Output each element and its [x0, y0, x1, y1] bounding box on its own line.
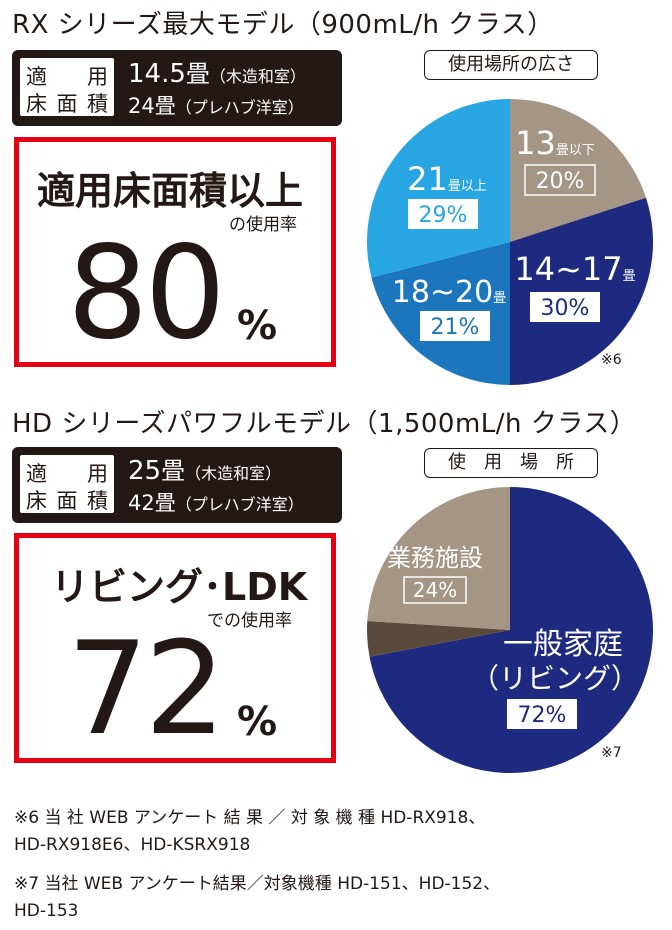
pie-value-label: 30%	[541, 296, 590, 321]
pie-value-label: 21%	[431, 315, 480, 340]
section2-title: HD シリーズパワフルモデル（1,500mL/h クラス）	[12, 409, 637, 439]
section1-highlight-box: 適用床面積以上 の使用率 80 %	[14, 137, 336, 367]
pie-value-label: 29%	[419, 203, 468, 228]
note6-line1: ※6 当 社 WEB アンケート 結 果 ／ 対 象 機 種 HD-RX918、	[14, 808, 486, 828]
section1-spec-box: 適 用 床面積 14.5畳（木造和室） 24畳（プレハブ洋室）	[12, 50, 342, 126]
pie-slice	[510, 197, 653, 385]
spec-line-1: 25畳（木造和室）	[128, 451, 281, 486]
pie-value-box	[420, 311, 490, 341]
spec-value1-note: （木造和室）	[185, 464, 282, 483]
pie-slice-label: 一般家庭	[503, 627, 623, 662]
section2-highlight-box: リビング･LDK での使用率 72 %	[14, 533, 336, 763]
pie-slice-label: 14~17畳	[514, 250, 635, 288]
pie-slice	[367, 621, 510, 657]
note7-line2: HD-153	[14, 901, 79, 921]
footnote-mark-7: ※7	[601, 745, 622, 761]
spec-value2-number: 42	[128, 491, 155, 515]
spec-value1-note: （木造和室）	[209, 67, 306, 86]
pie-value-label: 24%	[413, 578, 457, 602]
spec-value1-number: 14.5	[128, 59, 186, 89]
highlight-percentage: 72	[67, 615, 226, 764]
pie1-title: 使用場所の広さ	[424, 50, 598, 80]
spec-label-line2: 床面積	[26, 92, 108, 116]
highlight-subheading: での使用率	[207, 611, 292, 631]
pie-value-box	[408, 199, 478, 229]
spec-line-2: 42畳（プレハブ洋室）	[128, 487, 304, 517]
highlight-percentage: 80	[67, 219, 226, 368]
section2-spec-box: 適 用 床面積 25畳（木造和室） 42畳（プレハブ洋室）	[12, 447, 342, 523]
pie-chart-usage-location: 一般家庭（リビング） 72% 業務施設 24%	[367, 487, 653, 773]
footnote-mark-6: ※6	[601, 352, 622, 368]
pie-slice	[367, 487, 510, 630]
pie-value-box	[524, 164, 596, 196]
spec-line-1: 14.5畳（木造和室）	[128, 54, 306, 89]
spec-label-line2: 床面積	[26, 489, 108, 513]
spec-label: 適 用 床面積	[20, 455, 114, 513]
highlight-heading: 適用床面積以上	[37, 169, 304, 213]
pie-slice-label: 18~20畳	[392, 275, 507, 310]
pie-value-label: 72%	[518, 703, 567, 728]
spec-line-2: 24畳（プレハブ洋室）	[128, 90, 304, 120]
pie-slice-label: 13畳以下	[515, 124, 595, 162]
pie-slice	[369, 487, 653, 773]
spec-value2-note: （プレハブ洋室）	[175, 98, 304, 117]
pie-slice	[367, 99, 510, 278]
spec-label: 適 用 床面積	[20, 58, 114, 116]
pie-slice-label: （リビング）	[471, 662, 639, 695]
pie-chart-room-size: 13畳以下 20% 14~17畳 30% 18~20畳 21% 21畳以上 29%	[367, 99, 653, 385]
pie-value-box	[530, 292, 600, 322]
spec-label-line1: 適 用	[26, 65, 108, 89]
note7-line1: ※7 当社 WEB アンケート結果／対象機種 HD-151、HD-152、	[14, 874, 501, 894]
spec-value2-unit: 畳	[154, 491, 176, 515]
spec-value2-note: （プレハブ洋室）	[175, 495, 304, 514]
pie-value-box	[507, 699, 577, 729]
spec-value1-unit: 畳	[185, 60, 210, 88]
pie-value-label: 20%	[536, 169, 585, 194]
footnotes: ※6 当 社 WEB アンケート 結 果 ／ 対 象 機 種 HD-RX918、…	[14, 805, 664, 925]
spec-label-line1: 適 用	[26, 462, 108, 486]
spec-value2-unit: 畳	[154, 94, 176, 118]
highlight-heading: リビング･LDK	[51, 565, 308, 609]
pie-slice-label: 21畳以上	[407, 160, 487, 198]
percent-sign: %	[237, 303, 278, 349]
spec-value1-number: 25	[128, 456, 162, 486]
section1-title: RX シリーズ最大モデル（900mL/h クラス）	[12, 10, 554, 40]
pie2-title: 使 用 場 所	[424, 448, 598, 478]
pie-slice-label: 業務施設	[387, 544, 483, 572]
pie-value-box	[403, 576, 467, 604]
percent-sign: %	[237, 699, 278, 745]
spec-value2-number: 24	[128, 94, 155, 118]
highlight-subheading: の使用率	[229, 215, 297, 235]
spec-value1-unit: 畳	[161, 457, 186, 485]
note6-line2: HD-RX918E6、HD-KSRX918	[14, 835, 251, 855]
